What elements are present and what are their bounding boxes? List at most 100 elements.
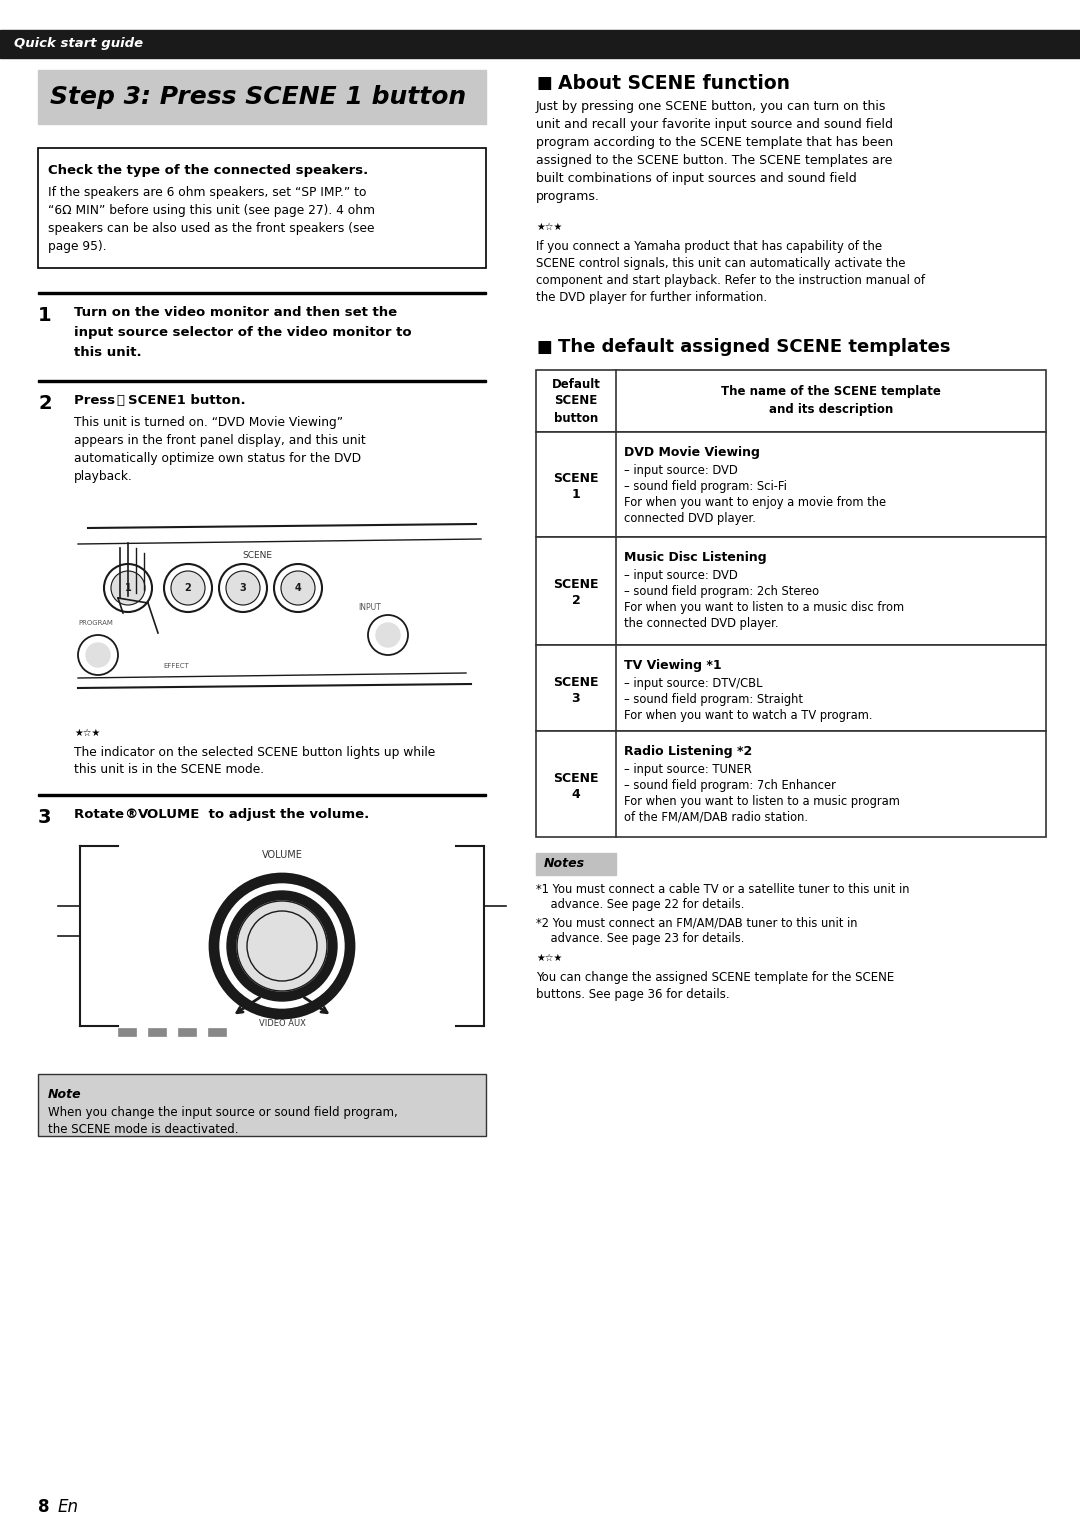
Text: Turn on the video monitor and then set the: Turn on the video monitor and then set t… bbox=[75, 307, 397, 319]
Text: 4: 4 bbox=[571, 787, 580, 801]
Circle shape bbox=[171, 571, 205, 604]
Text: ®: ® bbox=[124, 807, 137, 821]
Text: If the speakers are 6 ohm speakers, set “SP IMP.” to: If the speakers are 6 ohm speakers, set … bbox=[48, 186, 366, 198]
Text: Music Disc Listening: Music Disc Listening bbox=[624, 551, 767, 565]
Text: automatically optimize own status for the DVD: automatically optimize own status for th… bbox=[75, 452, 361, 465]
Text: – input source: DVD: – input source: DVD bbox=[624, 569, 738, 581]
Text: buttons. See page 36 for details.: buttons. See page 36 for details. bbox=[536, 987, 730, 1001]
Bar bbox=[178, 1029, 195, 1036]
Text: When you change the input source or sound field program,: When you change the input source or soun… bbox=[48, 1106, 397, 1119]
Bar bbox=[38, 291, 486, 295]
Text: program according to the SCENE template that has been: program according to the SCENE template … bbox=[536, 136, 893, 150]
Text: – sound field program: Straight: – sound field program: Straight bbox=[624, 693, 804, 707]
Text: ★☆★: ★☆★ bbox=[536, 954, 563, 963]
Text: this unit.: this unit. bbox=[75, 346, 141, 359]
Text: Just by pressing one SCENE button, you can turn on this: Just by pressing one SCENE button, you c… bbox=[536, 101, 887, 113]
Text: You can change the assigned SCENE template for the SCENE: You can change the assigned SCENE templa… bbox=[536, 971, 894, 984]
Text: SCENE: SCENE bbox=[242, 551, 272, 560]
Text: Default
SCENE
button: Default SCENE button bbox=[552, 377, 600, 424]
Text: *2 You must connect an FM/AM/DAB tuner to this unit in: *2 You must connect an FM/AM/DAB tuner t… bbox=[536, 917, 858, 929]
Text: – sound field program: Sci-Fi: – sound field program: Sci-Fi bbox=[624, 481, 787, 493]
Text: For when you want to listen to a music program: For when you want to listen to a music p… bbox=[624, 795, 900, 807]
Text: ■: ■ bbox=[536, 73, 552, 92]
Text: 4: 4 bbox=[295, 583, 301, 594]
Circle shape bbox=[376, 623, 400, 647]
Text: VIDEO AUX: VIDEO AUX bbox=[258, 1019, 306, 1029]
Text: – sound field program: 7ch Enhancer: – sound field program: 7ch Enhancer bbox=[624, 778, 836, 792]
Text: For when you want to enjoy a movie from the: For when you want to enjoy a movie from … bbox=[624, 496, 886, 510]
Text: ■: ■ bbox=[536, 337, 552, 356]
Bar bbox=[536, 645, 1047, 731]
Text: programs.: programs. bbox=[536, 191, 599, 203]
Text: this unit is in the SCENE mode.: this unit is in the SCENE mode. bbox=[75, 763, 265, 777]
Text: About SCENE function: About SCENE function bbox=[558, 73, 789, 93]
Circle shape bbox=[111, 571, 145, 604]
Text: assigned to the SCENE button. The SCENE templates are: assigned to the SCENE button. The SCENE … bbox=[536, 154, 892, 166]
Text: 3: 3 bbox=[38, 807, 52, 827]
Text: Radio Listening *2: Radio Listening *2 bbox=[624, 745, 753, 758]
Text: 1: 1 bbox=[124, 583, 132, 594]
Text: to adjust the volume.: to adjust the volume. bbox=[204, 807, 369, 821]
Text: – input source: DTV/CBL: – input source: DTV/CBL bbox=[624, 678, 762, 690]
Bar bbox=[118, 1029, 136, 1036]
Text: 3: 3 bbox=[571, 691, 580, 705]
Circle shape bbox=[220, 884, 345, 1009]
Text: SCENE: SCENE bbox=[553, 676, 598, 688]
Text: the SCENE mode is deactivated.: the SCENE mode is deactivated. bbox=[48, 1123, 239, 1135]
Bar bbox=[0, 31, 1080, 58]
Text: SCENE: SCENE bbox=[553, 772, 598, 784]
Text: 2: 2 bbox=[185, 583, 191, 594]
Text: Step 3: Press SCENE 1 button: Step 3: Press SCENE 1 button bbox=[50, 85, 467, 108]
Text: playback.: playback. bbox=[75, 470, 133, 484]
Text: En: En bbox=[58, 1499, 79, 1515]
Text: VOLUME: VOLUME bbox=[138, 807, 201, 821]
Text: ⓙ: ⓙ bbox=[116, 394, 124, 407]
Text: of the FM/AM/DAB radio station.: of the FM/AM/DAB radio station. bbox=[624, 810, 808, 824]
Text: Check the type of the connected speakers.: Check the type of the connected speakers… bbox=[48, 163, 368, 177]
Text: SCENE: SCENE bbox=[553, 472, 598, 485]
Text: ★☆★: ★☆★ bbox=[75, 728, 100, 739]
Text: unit and recall your favorite input source and sound field: unit and recall your favorite input sour… bbox=[536, 118, 893, 131]
Text: For when you want to watch a TV program.: For when you want to watch a TV program. bbox=[624, 710, 873, 722]
Text: the DVD player for further information.: the DVD player for further information. bbox=[536, 291, 767, 304]
Text: The name of the SCENE template
and its description: The name of the SCENE template and its d… bbox=[721, 386, 941, 417]
Text: – sound field program: 2ch Stereo: – sound field program: 2ch Stereo bbox=[624, 584, 819, 598]
Text: 2: 2 bbox=[571, 595, 580, 607]
Text: Notes: Notes bbox=[544, 858, 585, 870]
Text: advance. See page 23 for details.: advance. See page 23 for details. bbox=[536, 932, 744, 945]
Text: advance. See page 22 for details.: advance. See page 22 for details. bbox=[536, 897, 744, 911]
Bar bbox=[38, 794, 486, 797]
Circle shape bbox=[281, 571, 315, 604]
Text: – input source: DVD: – input source: DVD bbox=[624, 464, 738, 478]
Bar bbox=[38, 1074, 486, 1135]
Text: The indicator on the selected SCENE button lights up while: The indicator on the selected SCENE butt… bbox=[75, 746, 435, 758]
Text: The default assigned SCENE templates: The default assigned SCENE templates bbox=[558, 337, 950, 356]
Text: If you connect a Yamaha product that has capability of the: If you connect a Yamaha product that has… bbox=[536, 240, 882, 253]
Circle shape bbox=[226, 571, 260, 604]
Text: SCENE control signals, this unit can automatically activate the: SCENE control signals, this unit can aut… bbox=[536, 256, 905, 270]
Text: appears in the front panel display, and this unit: appears in the front panel display, and … bbox=[75, 433, 366, 447]
Circle shape bbox=[227, 891, 337, 1001]
Text: connected DVD player.: connected DVD player. bbox=[624, 513, 756, 525]
Text: 1: 1 bbox=[38, 307, 52, 325]
Text: component and start playback. Refer to the instruction manual of: component and start playback. Refer to t… bbox=[536, 275, 924, 287]
Text: SCENE1 button.: SCENE1 button. bbox=[129, 394, 245, 407]
Bar bbox=[208, 1029, 226, 1036]
Text: VOLUME: VOLUME bbox=[261, 850, 302, 861]
Text: “6Ω MIN” before using this unit (see page 27). 4 ohm: “6Ω MIN” before using this unit (see pag… bbox=[48, 204, 375, 217]
Bar bbox=[148, 1029, 166, 1036]
Text: Note: Note bbox=[48, 1088, 82, 1100]
Text: – input source: TUNER: – input source: TUNER bbox=[624, 763, 752, 777]
Bar bbox=[536, 853, 616, 874]
Text: 8: 8 bbox=[38, 1499, 50, 1515]
Circle shape bbox=[86, 642, 110, 667]
Text: 1: 1 bbox=[571, 488, 580, 501]
Text: ★☆★: ★☆★ bbox=[536, 221, 563, 232]
Text: For when you want to listen to a music disc from: For when you want to listen to a music d… bbox=[624, 601, 904, 613]
Text: Press: Press bbox=[75, 394, 120, 407]
Bar bbox=[536, 432, 1047, 537]
Text: speakers can be also used as the front speakers (see: speakers can be also used as the front s… bbox=[48, 221, 375, 235]
Bar bbox=[536, 369, 1047, 432]
Text: INPUT: INPUT bbox=[357, 603, 381, 612]
Bar bbox=[38, 380, 486, 382]
